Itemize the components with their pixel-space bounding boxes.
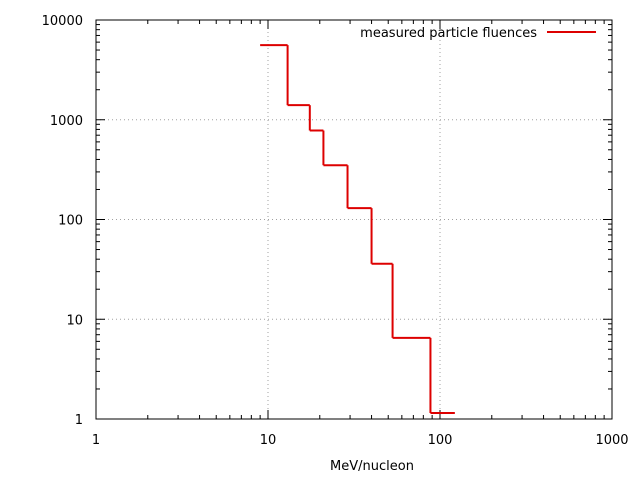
x-tick-label: 1: [92, 433, 100, 448]
y-tick-label: 100: [58, 214, 83, 229]
y-tick-label: 1: [75, 413, 83, 428]
x-tick-label: 100: [428, 433, 453, 448]
major-ticks: [95, 19, 613, 420]
grid-lines: [96, 20, 612, 419]
legend: measured particle fluences: [360, 26, 596, 41]
series-layer: [260, 44, 455, 414]
legend-label: measured particle fluences: [360, 26, 537, 41]
x-tick-label: 1000: [595, 433, 628, 448]
x-tick-label: 10: [260, 433, 277, 448]
y-tick-label: 1000: [50, 114, 83, 129]
y-tick-labels: 1 10 100 1000 10000: [42, 14, 83, 428]
x-axis-label: MeV/nucleon: [330, 459, 414, 474]
y-tick-label: 10: [66, 313, 83, 328]
plot-frame: [95, 19, 613, 420]
minor-ticks: [96, 20, 612, 419]
y-tick-label: 10000: [42, 14, 83, 29]
x-tick-labels: 1 10 100 1000: [92, 433, 629, 448]
